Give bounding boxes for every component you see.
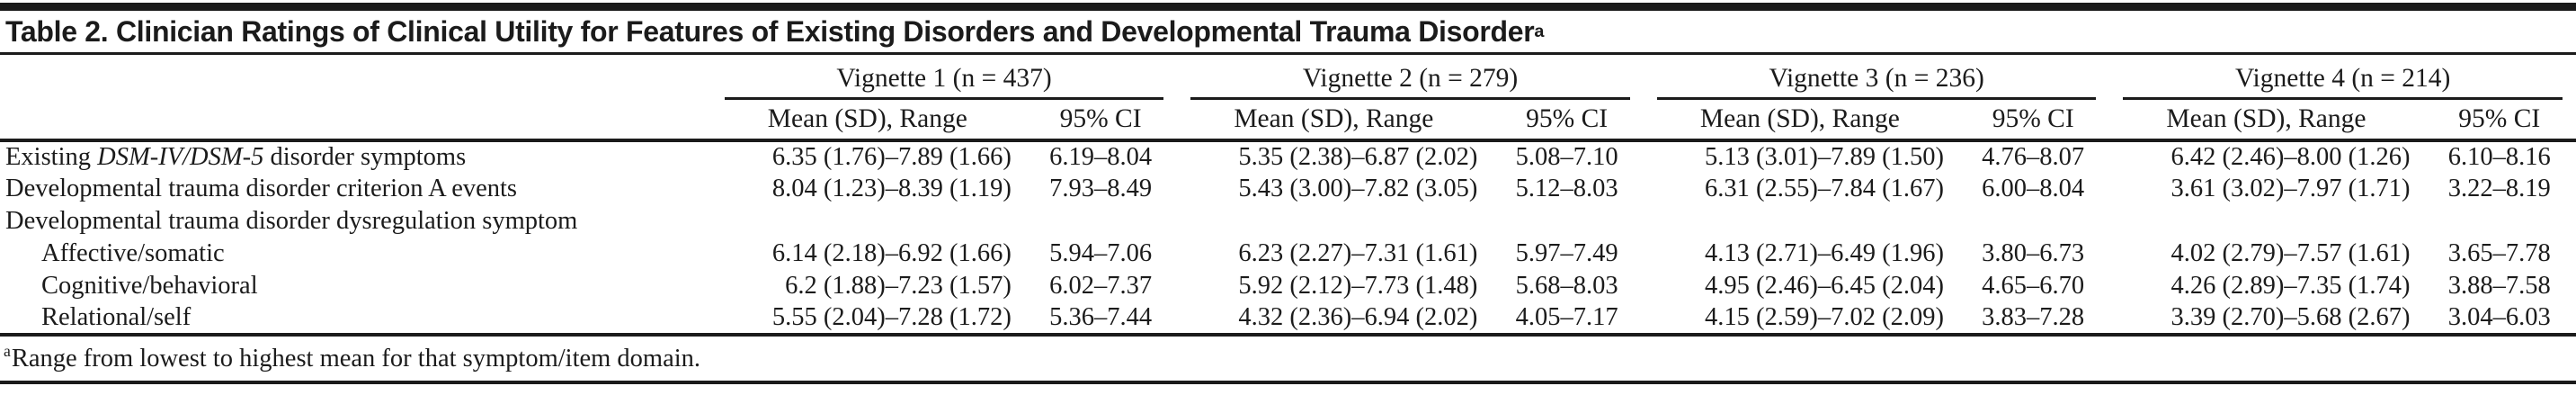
footnote: aRange from lowest to highest mean for t… [0,337,2576,384]
vignette-group-header-row: Vignette 1 (n = 437) Vignette 2 (n = 279… [0,55,2576,100]
cell-v2-ci: 5.97–7.49 [1515,239,1618,267]
cell-v4-ci: 3.04–6.03 [2422,302,2576,337]
row-label: Developmental trauma disorder criterion … [5,175,518,202]
table-row-dysregulation-symptom-group: Developmental trauma disorder dysregulat… [0,205,2576,238]
vignette-2-label: Vignette 2 (n = 279) [1190,64,1630,100]
table-row-cognitive-behavioral: Cognitive/behavioral 6.2 (1.88)–7.23 (1.… [0,270,2576,302]
cell-v3-ci: 6.00–8.04 [1982,175,2085,202]
cell-v4-ci [2422,205,2576,238]
cell-v3-mean: 4.15 (2.59)–7.02 (2.09) [1643,302,1957,337]
cell-v3-mean: 5.13 (3.01)–7.89 (1.50) [1704,143,1944,171]
row-label-suffix: disorder symptoms [263,143,467,171]
cell-v1-mean: 6.2 (1.88)–7.23 (1.57) [785,272,1012,300]
cell-v4-mean: 6.42 (2.46)–8.00 (1.26) [2170,143,2411,171]
table-row-existing-dsm-symptoms: Existing DSM-IV/DSM-5 disorder symptoms … [0,140,2576,173]
cell-v4-mean [2109,205,2422,238]
cell-v2-ci: 5.08–7.10 [1515,143,1618,171]
corner-cell [0,55,711,100]
cell-v1-mean: 6.14 (2.18)–6.92 (1.66) [771,239,1012,267]
column-group-vignette-4: Vignette 4 (n = 214) [2109,55,2576,100]
cell-v1-ci: 5.94–7.06 [1049,239,1153,267]
cell-v2-mean: 5.92 (2.12)–7.73 (1.48) [1238,272,1478,300]
cell-v4-mean: 4.02 (2.79)–7.57 (1.61) [2170,239,2411,267]
top-rule [0,3,2576,11]
cell-v2-ci: 5.12–8.03 [1515,175,1618,202]
row-label: Existing DSM-IV/DSM-5 disorder symptoms [0,140,711,173]
cell-v2-ci: 5.68–8.03 [1515,272,1618,300]
vignette-3-label: Vignette 3 (n = 236) [1656,64,2097,100]
sub-header-row: Mean (SD), Range 95% CI Mean (SD), Range… [0,100,2576,142]
cell-v1-mean: 6.35 (1.76)–7.89 (1.66) [771,143,1012,171]
cell-v3-ci: 3.80–6.73 [1982,239,2085,267]
cell-v2-mean: 6.23 (2.27)–7.31 (1.61) [1238,239,1478,267]
cell-v1-mean: 8.04 (1.23)–8.39 (1.19) [771,175,1012,202]
cell-v2-mean: 4.32 (2.36)–6.94 (2.02) [1177,302,1491,337]
cell-v1-ci: 5.36–7.44 [1023,302,1178,337]
cell-v2-ci: 4.05–7.17 [1490,302,1644,337]
column-header-95-ci: 95% CI [1023,100,1178,142]
cell-v1-ci: 6.19–8.04 [1049,143,1153,171]
cell-v3-ci [1957,205,2109,238]
row-label-italic: DSM-IV/DSM-5 [97,143,264,171]
cell-v3-mean: 6.31 (2.55)–7.84 (1.67) [1704,175,1944,202]
column-header-mean-sd-range: Mean (SD), Range [1177,100,1491,142]
footnote-body: Range from lowest to highest mean for th… [11,344,701,373]
cell-v3-ci: 4.65–6.70 [1982,272,2085,300]
column-group-vignette-2: Vignette 2 (n = 279) [1177,55,1644,100]
cell-v4-mean: 3.61 (3.02)–7.97 (1.71) [2170,175,2411,202]
cell-v1-ci [1024,205,1177,238]
table-row-criterion-a-events: Developmental trauma disorder criterion … [0,173,2576,205]
vignette-4-label: Vignette 4 (n = 214) [2123,64,2563,100]
column-group-vignette-1: Vignette 1 (n = 437) [711,55,1178,100]
cell-v2-mean [1177,205,1490,238]
cell-v4-mean: 3.39 (2.70)–5.68 (2.67) [2109,302,2423,337]
cell-v4-mean: 4.26 (2.89)–7.35 (1.74) [2170,272,2411,300]
table-title-text: Table 2. Clinician Ratings of Clinical U… [5,14,1535,48]
cell-v4-ci: 3.22–8.19 [2447,175,2551,202]
table-title: Table 2. Clinician Ratings of Clinical U… [0,11,2576,55]
cell-v3-mean: 4.95 (2.46)–6.45 (2.04) [1704,272,1944,300]
cell-v2-ci [1490,205,1643,238]
row-label: Developmental trauma disorder dysregulat… [5,207,578,235]
corner-cell [0,100,711,142]
clinician-ratings-table: Vignette 1 (n = 437) Vignette 2 (n = 279… [0,55,2576,337]
row-label: Relational/self [0,302,711,337]
row-label-prefix: Existing [5,143,98,171]
footnote-text: aRange from lowest to highest mean for t… [4,342,701,373]
column-header-mean-sd-range: Mean (SD), Range [710,100,1024,142]
cell-v1-mean [711,205,1024,238]
cell-v1-ci: 6.02–7.37 [1049,272,1153,300]
cell-v3-mean: 4.13 (2.71)–6.49 (1.96) [1704,239,1944,267]
table-row-relational-self: Relational/self 5.55 (2.04)–7.28 (1.72) … [0,302,2576,337]
vignette-1-label: Vignette 1 (n = 437) [724,64,1164,100]
cell-v4-ci: 6.10–8.16 [2447,143,2551,171]
table-row-affective-somatic: Affective/somatic 6.14 (2.18)–6.92 (1.66… [0,238,2576,270]
cell-v4-ci: 3.88–7.58 [2447,272,2551,300]
row-label: Cognitive/behavioral [41,272,258,300]
cell-v2-mean: 5.43 (3.00)–7.82 (3.05) [1238,175,1478,202]
cell-v3-ci: 4.76–8.07 [1982,143,2085,171]
column-header-mean-sd-range: Mean (SD), Range [1643,100,1957,142]
cell-v2-mean: 5.35 (2.38)–6.87 (2.02) [1238,143,1478,171]
cell-v3-ci: 3.83–7.28 [1956,302,2110,337]
column-header-mean-sd-range: Mean (SD), Range [2109,100,2423,142]
cell-v4-ci: 3.65–7.78 [2447,239,2551,267]
row-label: Affective/somatic [41,239,225,267]
column-header-95-ci: 95% CI [2422,100,2576,142]
column-group-vignette-3: Vignette 3 (n = 236) [1644,55,2110,100]
cell-v1-ci: 7.93–8.49 [1049,175,1153,202]
column-header-95-ci: 95% CI [1490,100,1644,142]
cell-v1-mean: 5.55 (2.04)–7.28 (1.72) [710,302,1024,337]
cell-v3-mean [1644,205,1957,238]
footnote-marker: a [4,342,11,360]
column-header-95-ci: 95% CI [1956,100,2110,142]
